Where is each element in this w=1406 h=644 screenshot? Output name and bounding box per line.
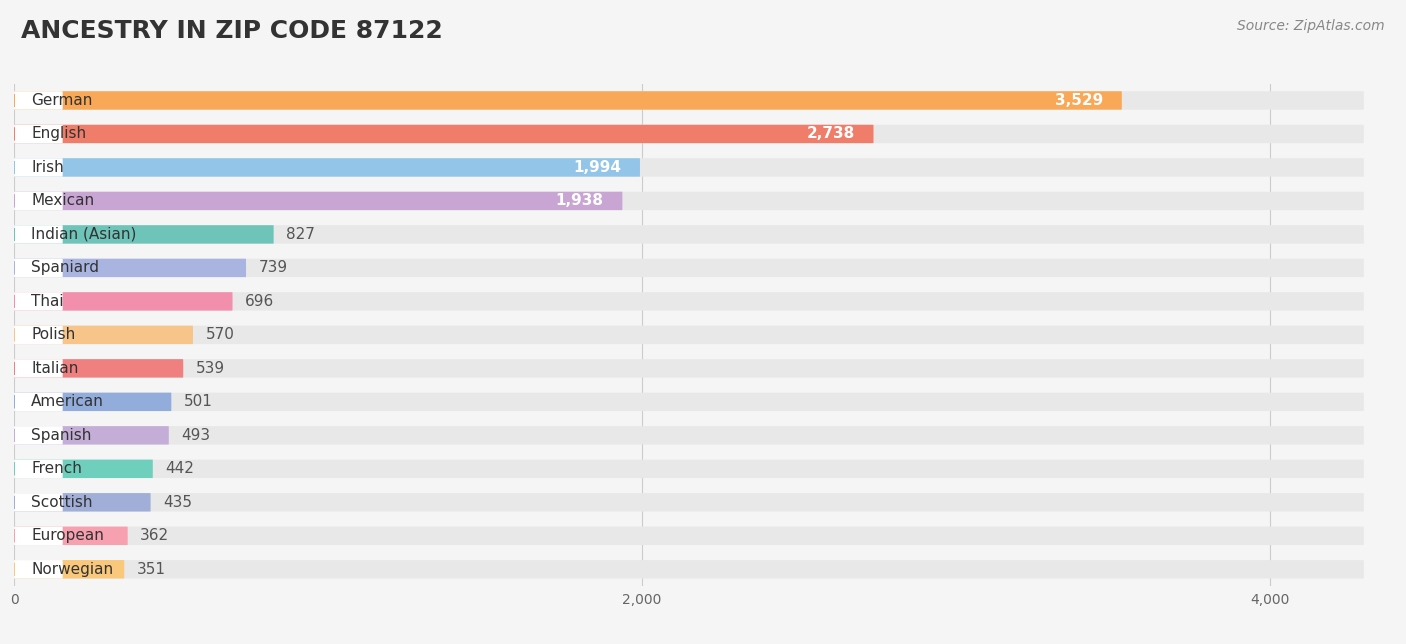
Text: Irish: Irish [31, 160, 63, 175]
Text: 351: 351 [136, 562, 166, 577]
Text: Indian (Asian): Indian (Asian) [31, 227, 136, 242]
FancyBboxPatch shape [14, 560, 63, 578]
FancyBboxPatch shape [14, 292, 232, 310]
FancyBboxPatch shape [14, 192, 623, 210]
FancyBboxPatch shape [14, 125, 63, 143]
FancyBboxPatch shape [14, 158, 640, 176]
FancyBboxPatch shape [14, 393, 63, 411]
Text: 442: 442 [166, 461, 194, 477]
FancyBboxPatch shape [14, 125, 1364, 143]
FancyBboxPatch shape [14, 560, 1364, 578]
Text: 827: 827 [287, 227, 315, 242]
Text: 362: 362 [141, 528, 169, 544]
FancyBboxPatch shape [14, 527, 1364, 545]
Text: 539: 539 [195, 361, 225, 376]
FancyBboxPatch shape [14, 426, 1364, 444]
Text: English: English [31, 126, 86, 142]
Text: Italian: Italian [31, 361, 79, 376]
FancyBboxPatch shape [14, 426, 169, 444]
Text: 2,738: 2,738 [807, 126, 855, 142]
FancyBboxPatch shape [14, 326, 193, 344]
Text: European: European [31, 528, 104, 544]
FancyBboxPatch shape [14, 426, 63, 444]
Text: Scottish: Scottish [31, 495, 93, 510]
FancyBboxPatch shape [14, 91, 1364, 109]
FancyBboxPatch shape [14, 259, 1364, 277]
Text: Spanish: Spanish [31, 428, 91, 443]
FancyBboxPatch shape [14, 292, 63, 310]
Text: German: German [31, 93, 93, 108]
Text: Spaniard: Spaniard [31, 260, 98, 276]
Text: 3,529: 3,529 [1054, 93, 1102, 108]
Text: 570: 570 [205, 327, 235, 343]
FancyBboxPatch shape [14, 393, 1364, 411]
FancyBboxPatch shape [14, 158, 1364, 176]
FancyBboxPatch shape [14, 91, 63, 109]
FancyBboxPatch shape [14, 359, 1364, 377]
Text: Mexican: Mexican [31, 193, 94, 209]
FancyBboxPatch shape [14, 460, 63, 478]
FancyBboxPatch shape [14, 225, 1364, 243]
FancyBboxPatch shape [14, 225, 274, 243]
FancyBboxPatch shape [14, 192, 63, 210]
FancyBboxPatch shape [14, 527, 128, 545]
Text: Polish: Polish [31, 327, 76, 343]
Text: 501: 501 [184, 394, 212, 410]
FancyBboxPatch shape [14, 292, 1364, 310]
FancyBboxPatch shape [14, 493, 1364, 511]
FancyBboxPatch shape [14, 359, 183, 377]
FancyBboxPatch shape [14, 192, 1364, 210]
FancyBboxPatch shape [14, 359, 63, 377]
FancyBboxPatch shape [14, 225, 63, 243]
FancyBboxPatch shape [14, 125, 873, 143]
Text: 1,938: 1,938 [555, 193, 603, 209]
FancyBboxPatch shape [14, 493, 63, 511]
Text: American: American [31, 394, 104, 410]
Text: 739: 739 [259, 260, 288, 276]
FancyBboxPatch shape [14, 460, 153, 478]
FancyBboxPatch shape [14, 91, 1122, 109]
Text: 435: 435 [163, 495, 193, 510]
FancyBboxPatch shape [14, 326, 1364, 344]
FancyBboxPatch shape [14, 259, 63, 277]
Text: Thai: Thai [31, 294, 63, 309]
Text: 696: 696 [245, 294, 274, 309]
FancyBboxPatch shape [14, 158, 63, 176]
Text: 1,994: 1,994 [574, 160, 621, 175]
FancyBboxPatch shape [14, 460, 1364, 478]
Text: French: French [31, 461, 82, 477]
FancyBboxPatch shape [14, 259, 246, 277]
FancyBboxPatch shape [14, 326, 63, 344]
FancyBboxPatch shape [14, 527, 63, 545]
Text: Source: ZipAtlas.com: Source: ZipAtlas.com [1237, 19, 1385, 33]
FancyBboxPatch shape [14, 560, 124, 578]
FancyBboxPatch shape [14, 493, 150, 511]
FancyBboxPatch shape [14, 393, 172, 411]
Text: 493: 493 [181, 428, 211, 443]
Text: Norwegian: Norwegian [31, 562, 114, 577]
Text: ANCESTRY IN ZIP CODE 87122: ANCESTRY IN ZIP CODE 87122 [21, 19, 443, 43]
